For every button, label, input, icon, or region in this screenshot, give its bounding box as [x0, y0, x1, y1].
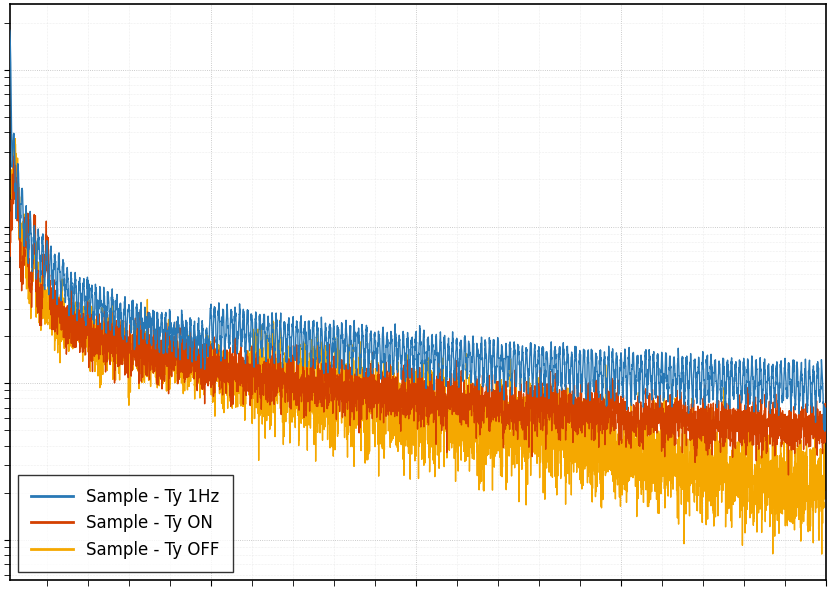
Sample - Ty ON — [8, 153, 18, 160]
Line: Sample - Ty 1Hz: Sample - Ty 1Hz — [10, 30, 826, 431]
Sample - Ty 1Hz — [821, 421, 830, 428]
Sample - Ty ON — [614, 421, 624, 428]
Sample - Ty ON — [784, 471, 793, 478]
Sample - Ty OFF — [317, 416, 327, 423]
Sample - Ty OFF — [535, 449, 545, 456]
Sample - Ty ON — [317, 360, 327, 368]
Line: Sample - Ty OFF: Sample - Ty OFF — [10, 139, 826, 554]
Sample - Ty 1Hz — [316, 321, 326, 328]
Sample - Ty 1Hz — [494, 369, 504, 376]
Sample - Ty ON — [821, 404, 830, 411]
Sample - Ty 1Hz — [676, 375, 686, 382]
Sample - Ty 1Hz — [613, 389, 623, 396]
Sample - Ty 1Hz — [153, 318, 163, 325]
Sample - Ty 1Hz — [535, 382, 545, 389]
Sample - Ty OFF — [5, 236, 15, 243]
Legend: Sample - Ty 1Hz, Sample - Ty ON, Sample - Ty OFF: Sample - Ty 1Hz, Sample - Ty ON, Sample … — [18, 474, 233, 572]
Line: Sample - Ty ON: Sample - Ty ON — [10, 156, 826, 475]
Sample - Ty ON — [676, 405, 686, 412]
Sample - Ty OFF — [495, 388, 505, 395]
Sample - Ty ON — [535, 426, 545, 433]
Sample - Ty OFF — [614, 465, 624, 472]
Sample - Ty ON — [495, 383, 505, 390]
Sample - Ty OFF — [10, 135, 20, 142]
Sample - Ty OFF — [154, 365, 164, 372]
Sample - Ty OFF — [821, 487, 830, 494]
Sample - Ty ON — [154, 355, 164, 362]
Sample - Ty 1Hz — [820, 428, 830, 435]
Sample - Ty OFF — [817, 550, 827, 558]
Sample - Ty ON — [5, 240, 15, 247]
Sample - Ty OFF — [676, 470, 686, 477]
Sample - Ty 1Hz — [5, 27, 15, 34]
